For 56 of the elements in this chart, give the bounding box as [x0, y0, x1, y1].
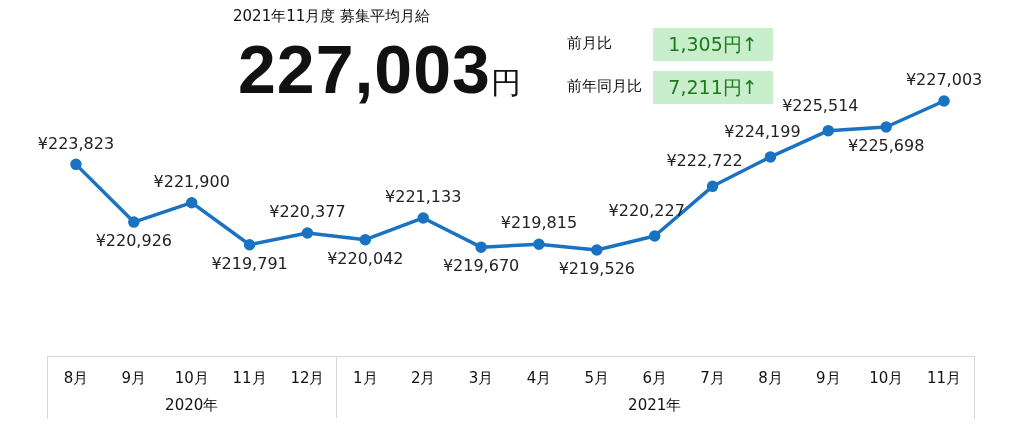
point — [417, 212, 429, 224]
data-label: ¥220,227 — [608, 201, 685, 221]
x-tick-label: 10月 — [174, 368, 209, 387]
data-label: ¥219,791 — [211, 253, 288, 273]
x-tick-label: 12月 — [290, 368, 325, 387]
x-tick-label: 8月 — [758, 368, 783, 387]
x-tick-label: 4月 — [526, 368, 552, 387]
data-label: ¥219,815 — [500, 213, 578, 233]
data-label: ¥223,823 — [37, 133, 115, 153]
chart-subtitle: 227,003円 — [238, 31, 522, 107]
x-tick-label: 9月 — [816, 368, 841, 387]
x-tick-label: 11月 — [232, 368, 267, 387]
point — [359, 233, 372, 246]
point — [764, 151, 777, 163]
point — [475, 241, 487, 253]
data-label: ¥219,526 — [558, 259, 635, 279]
text: 前月比 — [567, 34, 612, 53]
point — [70, 158, 82, 171]
text: 2021年 — [628, 395, 682, 414]
x-tick-label: 5月 — [584, 368, 610, 387]
data-label: ¥225,514 — [782, 95, 859, 115]
x-tick-label: 9月 — [121, 368, 147, 387]
data-label: ¥220,042 — [327, 248, 404, 268]
point — [648, 230, 661, 242]
data-label: ¥222,722 — [666, 151, 743, 171]
point — [591, 244, 603, 256]
x-tick-label: 1月 — [353, 368, 378, 387]
data-label: ¥219,670 — [442, 256, 520, 276]
data-label: ¥227,003 — [905, 70, 983, 90]
point — [706, 180, 719, 193]
point — [822, 124, 835, 137]
data-label: ¥221,133 — [385, 187, 462, 207]
text: 前年同月比 — [567, 77, 642, 96]
point — [301, 227, 314, 239]
data-label: ¥225,698 — [848, 136, 925, 156]
x-tick-label: 6月 — [642, 368, 667, 387]
text: 2020年 — [165, 395, 219, 414]
chart-title: 2021年11月度 募集平均月給 — [233, 7, 431, 26]
point — [128, 216, 140, 228]
point — [938, 95, 950, 107]
x-tick-label: 2月 — [410, 368, 436, 387]
x-tick-label: 11月 — [927, 368, 962, 387]
x-tick-label: 10月 — [869, 368, 904, 387]
x-tick-label: 3月 — [468, 368, 494, 387]
data-label: ¥224,199 — [724, 122, 801, 142]
data-label: ¥220,377 — [269, 202, 346, 222]
point — [185, 196, 198, 209]
point — [243, 238, 256, 251]
x-tick-label: 8月 — [63, 368, 89, 387]
text: 7,211円↑ — [653, 71, 773, 104]
point — [533, 238, 545, 250]
text: 1,305円↑ — [653, 28, 773, 61]
data-label: ¥220,926 — [95, 231, 172, 251]
data-label: ¥221,900 — [153, 171, 230, 191]
point — [880, 121, 892, 133]
x-tick-label: 7月 — [700, 368, 725, 387]
